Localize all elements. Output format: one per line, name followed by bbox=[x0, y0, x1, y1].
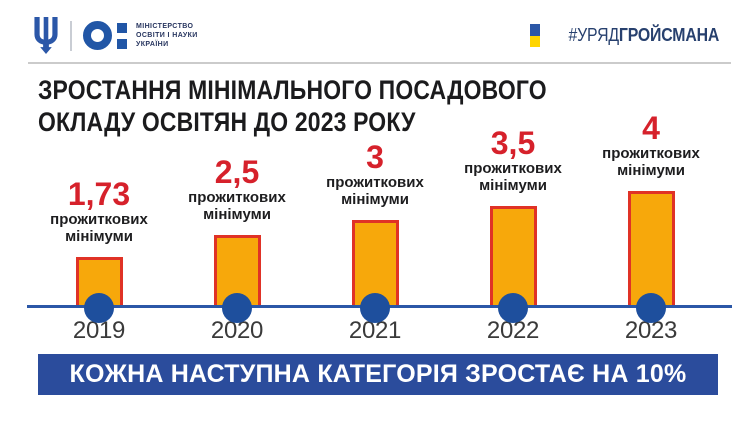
header-rule bbox=[28, 62, 731, 64]
bar-group-2019: 1,73 прожиткових мінімуми bbox=[30, 100, 168, 323]
hashtag-text: #УРЯДГРОЙСМАНА bbox=[568, 25, 719, 46]
bar-unit-label: прожиткових мінімуми bbox=[188, 189, 286, 223]
bars-row: 1,73 прожиткових мінімуми 2,5 прожиткови… bbox=[30, 100, 720, 323]
page-title-line1: ЗРОСТАННЯ МІНІМАЛЬНОГО ПОСАДОВОГО bbox=[38, 75, 547, 105]
bar-unit-label: прожиткових мінімуми bbox=[326, 174, 424, 208]
bar-group-2022: 3,5 прожиткових мінімуми bbox=[444, 100, 582, 323]
bar-unit-label: прожиткових мінімуми bbox=[464, 160, 562, 194]
ukraine-flag-icon bbox=[529, 24, 540, 47]
ministry-name-line1: МІНІСТЕРСТВО bbox=[136, 23, 194, 30]
bar-value-label: 4 bbox=[642, 110, 660, 146]
timeline-dot bbox=[222, 293, 252, 323]
ukraine-trident-icon bbox=[34, 17, 58, 54]
bar-value-label: 1,73 bbox=[67, 176, 131, 212]
years-row: 2019 2020 2021 2022 2023 bbox=[30, 317, 720, 345]
header-divider bbox=[70, 20, 72, 51]
timeline-dot bbox=[84, 293, 114, 323]
bar-group-2021: 3 прожиткових мінімуми bbox=[306, 100, 444, 323]
timeline-dot bbox=[498, 293, 528, 323]
bar-group-2023: 4 прожиткових мінімуми bbox=[582, 100, 720, 323]
bar-value-label: 3 bbox=[366, 139, 384, 175]
ministry-brand: МІНІСТЕРСТВО ОСВІТИ І НАУКИ УКРАЇНИ bbox=[33, 17, 198, 54]
timeline-dot bbox=[360, 293, 390, 323]
government-hashtag: #УРЯДГРОЙСМАНА bbox=[529, 24, 719, 47]
hashtag-regular: #УРЯД bbox=[568, 25, 619, 45]
ministry-logo-icon bbox=[83, 21, 112, 50]
page-title-line2: ОКЛАДУ ОСВІТЯН ДО 2023 РОКУ bbox=[38, 107, 416, 137]
bar bbox=[627, 191, 675, 308]
bottom-banner-text: КОЖНА НАСТУПНА КАТЕГОРІЯ ЗРОСТАЄ НА 10% bbox=[69, 360, 687, 388]
ministry-name-line2: ОСВІТИ І НАУКИ bbox=[136, 32, 198, 39]
bar-value-label: 2,5 bbox=[214, 154, 260, 190]
bar-chart: 1,73 прожиткових мінімуми 2,5 прожиткови… bbox=[0, 100, 755, 350]
bar-value-label: 3,5 bbox=[490, 125, 536, 161]
ministry-name-line3: УКРАЇНИ bbox=[136, 41, 169, 48]
timeline-dot bbox=[636, 293, 666, 323]
bar-unit-label: прожиткових мінімуми bbox=[50, 211, 148, 245]
bar-group-2020: 2,5 прожиткових мінімуми bbox=[168, 100, 306, 323]
ministry-name: МІНІСТЕРСТВО ОСВІТИ І НАУКИ УКРАЇНИ bbox=[136, 22, 198, 49]
page-title: ЗРОСТАННЯ МІНІМАЛЬНОГО ПОСАДОВОГО ОКЛАДУ… bbox=[38, 74, 547, 138]
ministry-logo-colon-icon bbox=[117, 22, 127, 49]
bottom-banner: КОЖНА НАСТУПНА КАТЕГОРІЯ ЗРОСТАЄ НА 10% bbox=[38, 354, 718, 395]
header: МІНІСТЕРСТВО ОСВІТИ І НАУКИ УКРАЇНИ #УРЯ… bbox=[33, 17, 719, 54]
bar-unit-label: прожиткових мінімуми bbox=[602, 145, 700, 179]
hashtag-bold: ГРОЙСМАНА bbox=[618, 25, 719, 45]
